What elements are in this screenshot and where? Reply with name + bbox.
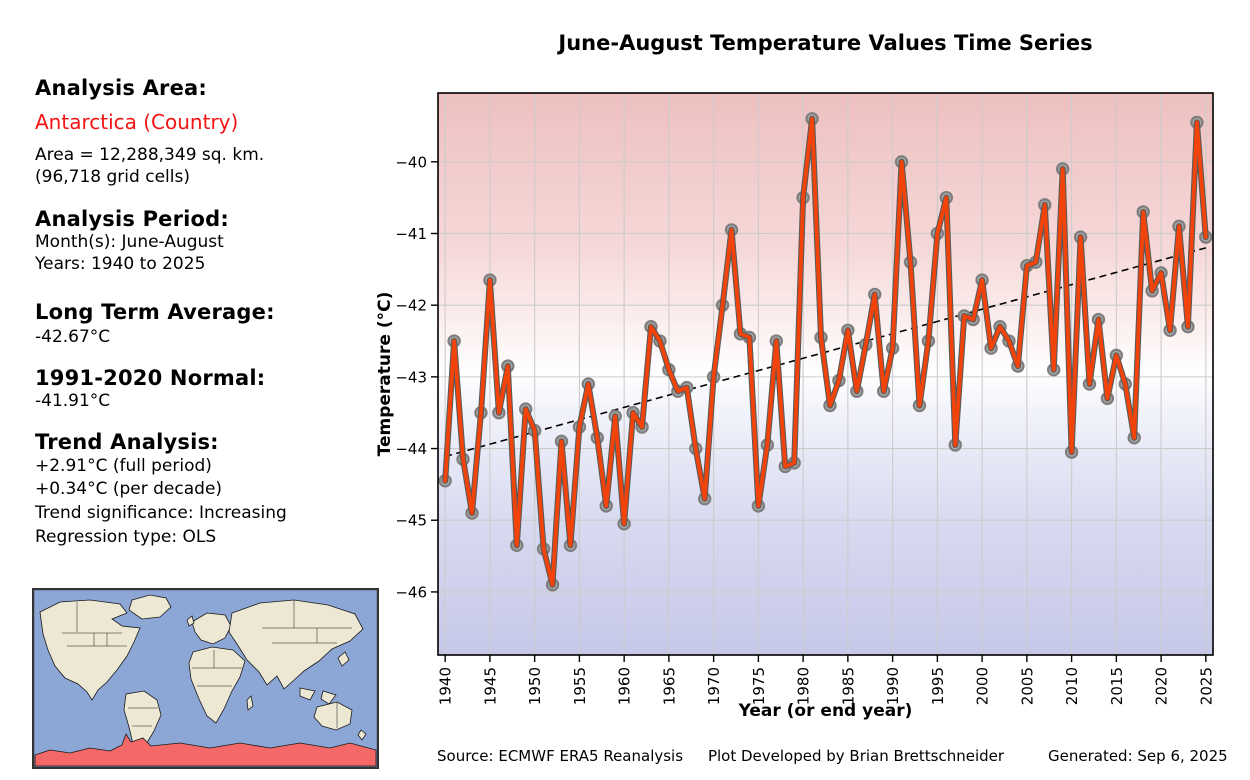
trend-significance: Trend significance: Increasing	[35, 503, 287, 523]
x-tick-label: 1980	[795, 667, 813, 705]
x-tick-label: 2015	[1108, 667, 1126, 705]
map-indonesia	[299, 687, 316, 701]
y-tick-label: −45	[395, 512, 427, 530]
analysis-period-heading: Analysis Period:	[35, 207, 230, 231]
regression-type: Regression type: OLS	[35, 527, 217, 547]
tick-marks	[431, 161, 1207, 662]
world-map	[32, 588, 379, 769]
y-tick-label: −44	[395, 440, 427, 458]
analysis-area-heading: Analysis Area:	[35, 76, 207, 100]
x-tick-label: 2025	[1197, 667, 1215, 705]
area-size-line: Area = 12,288,349 sq. km.	[35, 145, 265, 165]
map-australia	[313, 701, 353, 731]
map-borders-na	[62, 602, 127, 647]
x-tick-label: 1950	[526, 667, 544, 705]
tick-labels: −40 −41 −42 −43 −44 −45 −46 1940 1945 1950 1955 196…	[395, 153, 1215, 705]
trend-per-decade: +0.34°C (per decade)	[35, 479, 223, 499]
map-greenland	[128, 594, 172, 620]
x-tick-label: 1985	[839, 667, 857, 705]
x-tick-label: 1945	[481, 667, 499, 705]
y-tick-label: −42	[395, 297, 427, 315]
map-asia	[228, 599, 364, 690]
map-borders-asia	[262, 600, 352, 644]
map-continents	[39, 594, 367, 756]
x-tick-label: 2000	[974, 667, 992, 705]
y-tick-label: −46	[395, 583, 427, 601]
trend-analysis-heading: Trend Analysis:	[35, 430, 219, 454]
chart-title: June-August Temperature Values Time Seri…	[558, 31, 1093, 55]
period-years: Years: 1940 to 2025	[35, 254, 206, 274]
x-tick-label: 1965	[660, 667, 678, 705]
map-madagascar	[246, 695, 254, 711]
x-tick-label: 1995	[929, 667, 947, 705]
footer-source: Source: ECMWF ERA5 Reanalysis	[437, 747, 684, 765]
plot-border	[437, 92, 1214, 656]
map-north-america	[39, 599, 141, 701]
trend-full-period: +2.91°C (full period)	[35, 456, 212, 476]
period-months: Month(s): June-August	[35, 232, 224, 252]
x-axis-label: Year (or end year)	[738, 701, 913, 721]
map-africa	[188, 646, 246, 724]
x-tick-label: 1990	[884, 667, 902, 705]
map-japan	[337, 651, 350, 667]
x-tick-label: 1970	[705, 667, 723, 705]
footer-generated: Generated: Sep 6, 2025	[1048, 747, 1228, 765]
long-term-average-value: -42.67°C	[35, 327, 111, 347]
x-tick-label: 1940	[437, 667, 455, 705]
x-tick-label: 1960	[616, 667, 634, 705]
map-frame	[32, 588, 379, 769]
map-borders-sa	[128, 707, 158, 727]
x-tick-label: 2005	[1018, 667, 1036, 705]
y-tick-label: −41	[395, 225, 427, 243]
long-term-average-heading: Long Term Average:	[35, 300, 275, 324]
map-borders-africa	[192, 650, 242, 687]
data-line	[443, 116, 1208, 587]
normal-value: -41.91°C	[35, 391, 111, 411]
x-tick-label: 1955	[571, 667, 589, 705]
map-uk	[186, 615, 195, 627]
x-tick-label: 1975	[750, 667, 768, 705]
y-tick-label: −43	[395, 368, 427, 386]
analysis-area-value: Antarctica (Country)	[35, 110, 239, 134]
normal-heading: 1991-2020 Normal:	[35, 366, 266, 390]
footer-developer: Plot Developed by Brian Brettschneider	[707, 747, 1005, 765]
x-tick-label: 2020	[1153, 667, 1171, 705]
y-tick-label: −40	[395, 153, 427, 171]
grid-cells-line: (96,718 grid cells)	[35, 167, 190, 187]
map-new-zealand	[357, 729, 367, 741]
map-europe	[191, 612, 232, 645]
map-antarctica-highlight	[34, 733, 377, 767]
x-tick-label: 2010	[1063, 667, 1081, 705]
